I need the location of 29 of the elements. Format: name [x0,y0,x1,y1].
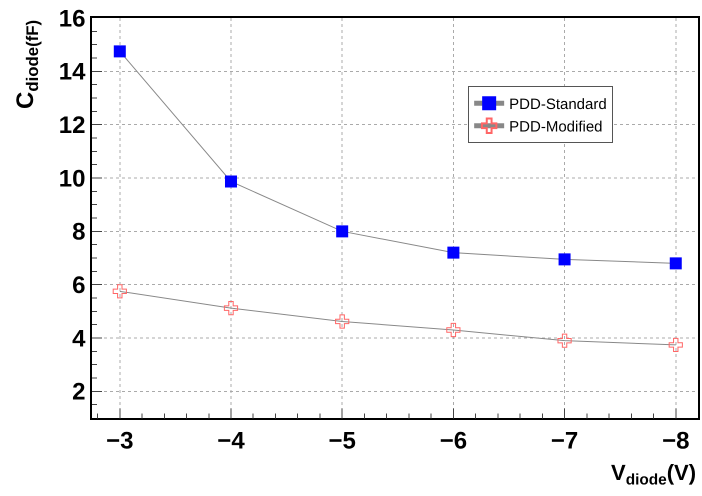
point [558,253,571,266]
x-tick-label: −3 [106,428,134,455]
point [670,257,682,270]
point [114,45,126,58]
point [112,284,127,298]
point [446,322,460,338]
legend-label: PDD-Standard [509,96,607,114]
y-tick-label: 14 [58,58,86,86]
legend-label: PDD-Modified [509,118,603,136]
y-tick-label: 10 [58,165,86,192]
x-tick-label: −6 [440,428,468,455]
point [336,225,348,238]
y-tick-label: 2 [72,378,86,406]
x-tick-label: −8 [662,428,690,455]
point [668,338,683,352]
y-tick-label: 12 [58,112,86,140]
point [335,314,350,329]
x-axis-title: V$_{diode}$(V) [611,460,696,489]
x-tick-label: −5 [328,428,356,455]
x-tick-label: −4 [217,428,246,455]
point [447,246,460,259]
y-tick-label: 4 [72,325,86,352]
point [557,334,572,348]
x-tick-label: −7 [550,428,578,455]
y-tick-label: 6 [72,272,86,300]
point [224,175,237,188]
point [224,301,238,316]
y-tick-label: 16 [58,5,86,32]
y-tick-label: 8 [72,218,86,246]
